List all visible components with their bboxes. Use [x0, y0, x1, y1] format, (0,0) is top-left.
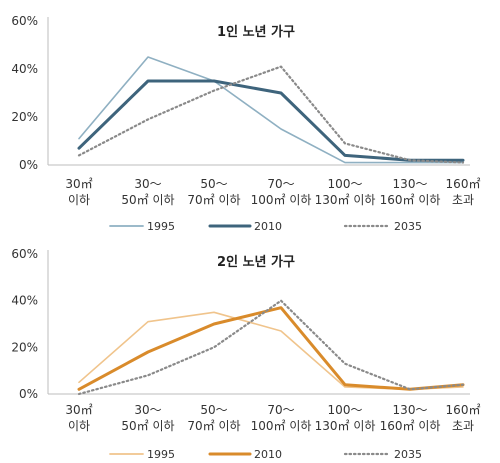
- x-tick-label: 100㎡ 이하: [251, 419, 312, 433]
- y-tick-label: 0%: [19, 158, 38, 172]
- chart-title: 1인 노년 가구: [217, 24, 295, 40]
- x-tick-label: 이하: [68, 193, 90, 207]
- legend-label: 2035: [394, 220, 422, 233]
- legend-label: 1995: [147, 448, 175, 461]
- legend-label: 2010: [254, 448, 282, 461]
- x-tick-label: 130～: [393, 177, 428, 191]
- y-tick-label: 40%: [11, 62, 38, 76]
- x-tick-label: 130㎡ 이하: [315, 193, 376, 207]
- x-tick-label: 100～: [328, 177, 363, 191]
- x-tick-label: 30～: [134, 177, 161, 191]
- x-tick-label: 130～: [393, 403, 428, 417]
- y-tick-label: 60%: [11, 247, 38, 261]
- x-tick-label: 160㎡: [446, 177, 481, 191]
- legend-label: 1995: [147, 220, 175, 233]
- legend-label: 2035: [394, 448, 422, 461]
- x-tick-label: 초과: [452, 193, 474, 207]
- y-tick-label: 40%: [11, 294, 38, 308]
- x-tick-label: 이하: [68, 419, 90, 433]
- x-tick-label: 70㎡ 이하: [187, 419, 240, 433]
- x-tick-label: 30㎡: [65, 177, 92, 191]
- x-tick-label: 160㎡: [446, 403, 481, 417]
- x-tick-label: 100㎡ 이하: [251, 193, 312, 207]
- x-tick-label: 130㎡ 이하: [315, 419, 376, 433]
- x-tick-label: 160㎡ 이하: [380, 419, 441, 433]
- x-tick-label: 160㎡ 이하: [380, 193, 441, 207]
- x-tick-label: 70㎡ 이하: [187, 193, 240, 207]
- x-tick-label: 100～: [328, 403, 363, 417]
- chart-title: 2인 노년 가구: [217, 254, 295, 270]
- x-tick-label: 초과: [452, 419, 474, 433]
- y-tick-label: 60%: [11, 14, 38, 28]
- series-line-2010: [77, 306, 465, 391]
- x-tick-label: 50㎡ 이하: [121, 419, 174, 433]
- y-tick-label: 0%: [19, 387, 38, 401]
- series-line-2035: [77, 299, 465, 396]
- series-line-2035: [77, 65, 465, 164]
- x-tick-label: 70～: [267, 177, 294, 191]
- x-tick-label: 50～: [200, 177, 227, 191]
- x-tick-label: 30㎡: [65, 403, 92, 417]
- y-tick-label: 20%: [11, 340, 38, 354]
- x-tick-label: 30～: [134, 403, 161, 417]
- legend-label: 2010: [254, 220, 282, 233]
- series-line-1995: [78, 56, 464, 164]
- y-tick-label: 20%: [11, 110, 38, 124]
- x-tick-label: 50㎡ 이하: [121, 193, 174, 207]
- series-line-2010: [77, 79, 465, 162]
- x-tick-label: 70～: [267, 403, 294, 417]
- x-tick-label: 50～: [200, 403, 227, 417]
